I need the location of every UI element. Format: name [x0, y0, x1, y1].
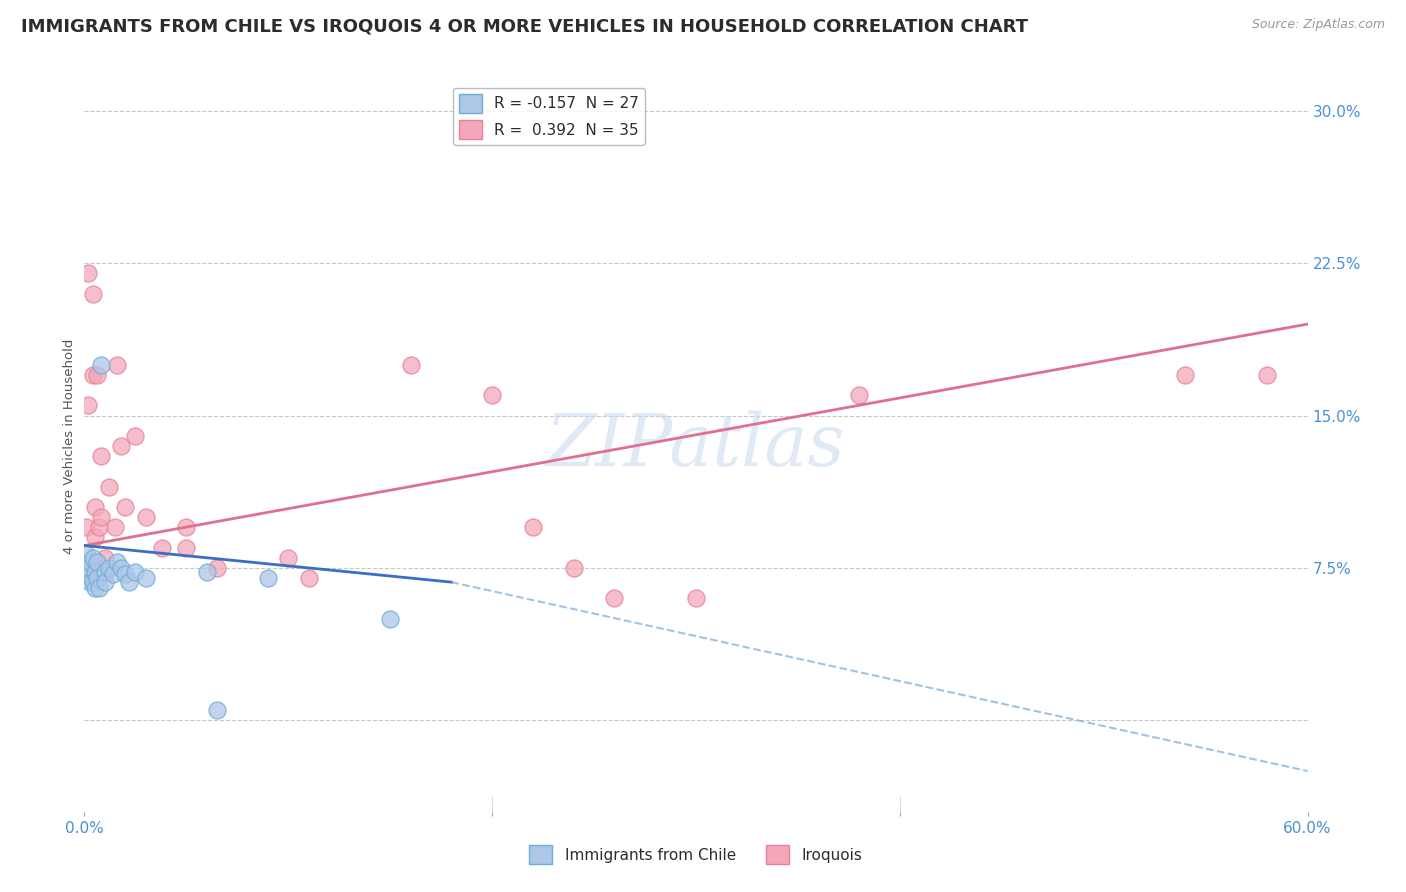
Point — [90, 510, 112, 524]
Point — [135, 510, 157, 524]
Point — [87, 520, 110, 534]
Point — [603, 591, 626, 606]
Point — [1256, 368, 1278, 382]
Point — [110, 561, 132, 575]
Point — [83, 530, 105, 544]
Point — [150, 541, 173, 555]
Point — [75, 520, 97, 534]
Point — [93, 575, 115, 590]
Point — [83, 565, 105, 579]
Point — [380, 612, 402, 626]
Point — [298, 571, 321, 585]
Point — [135, 571, 157, 585]
Point — [83, 500, 105, 514]
Text: ZIPatlas: ZIPatlas — [546, 410, 846, 482]
Point — [82, 368, 104, 382]
Point — [83, 581, 105, 595]
Point — [77, 266, 100, 280]
Point — [124, 565, 146, 579]
Point — [685, 591, 707, 606]
Point — [97, 561, 120, 575]
Point — [77, 398, 100, 412]
Point — [82, 550, 104, 565]
Point — [86, 555, 108, 569]
Point — [79, 555, 101, 569]
Point — [124, 429, 146, 443]
Point — [174, 520, 197, 534]
Text: Source: ZipAtlas.com: Source: ZipAtlas.com — [1251, 18, 1385, 31]
Point — [93, 550, 115, 565]
Point — [93, 565, 115, 579]
Point — [848, 388, 870, 402]
Point — [399, 358, 422, 372]
Point — [105, 555, 128, 569]
Point — [522, 520, 544, 534]
Point — [97, 480, 120, 494]
Point — [101, 567, 124, 582]
Point — [90, 358, 112, 372]
Point — [205, 561, 228, 575]
Point — [110, 439, 132, 453]
Point — [87, 581, 110, 595]
Point — [77, 567, 100, 582]
Point — [118, 575, 141, 590]
Point — [104, 520, 127, 534]
Point — [105, 358, 128, 372]
Point — [1174, 368, 1197, 382]
Point — [86, 571, 108, 585]
Point — [205, 703, 228, 717]
Point — [77, 561, 100, 575]
Point — [114, 500, 136, 514]
Legend: Immigrants from Chile, Iroquois: Immigrants from Chile, Iroquois — [523, 839, 869, 870]
Point — [82, 286, 104, 301]
Point — [174, 541, 197, 555]
Text: IMMIGRANTS FROM CHILE VS IROQUOIS 4 OR MORE VEHICLES IN HOUSEHOLD CORRELATION CH: IMMIGRANTS FROM CHILE VS IROQUOIS 4 OR M… — [21, 18, 1028, 36]
Point — [82, 575, 104, 590]
Point — [195, 565, 218, 579]
Y-axis label: 4 or more Vehicles in Household: 4 or more Vehicles in Household — [63, 338, 76, 554]
Point — [79, 561, 101, 575]
Point — [257, 571, 280, 585]
Point — [90, 449, 112, 463]
Point — [277, 550, 299, 565]
Point — [481, 388, 503, 402]
Point — [562, 561, 585, 575]
Point — [114, 567, 136, 582]
Point — [86, 368, 108, 382]
Point — [75, 547, 97, 561]
Point — [79, 575, 101, 590]
